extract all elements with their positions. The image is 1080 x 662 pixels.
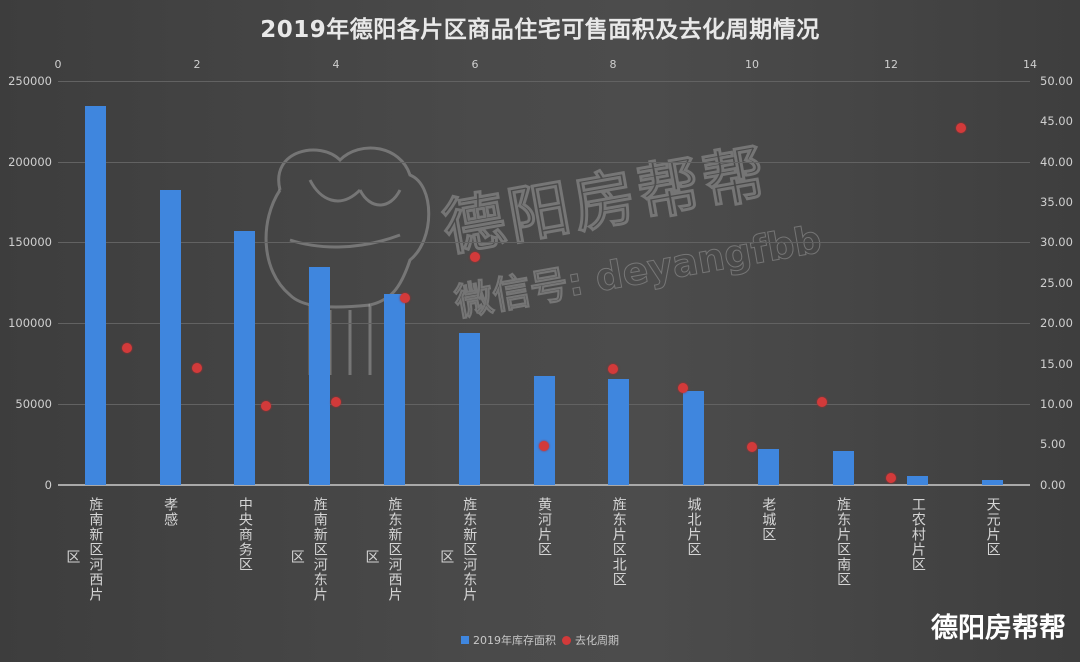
bar — [159, 190, 181, 485]
x-axis-label: 孝感 — [162, 497, 179, 527]
gridline — [58, 162, 1030, 163]
top-axis-tick: 14 — [1023, 58, 1037, 71]
gridline — [58, 81, 1030, 82]
x-axis-label: 旌东片区北区 — [610, 497, 627, 587]
x-axis-label: 旌南新区河东片 — [311, 497, 328, 602]
bar — [234, 231, 256, 485]
data-point — [261, 400, 272, 411]
right-axis-tick: 10.00 — [1040, 397, 1073, 411]
left-axis-tick: 150000 — [8, 235, 52, 249]
chart-title: 2019年德阳各片区商品住宅可售面积及去化周期情况 — [260, 17, 820, 43]
x-axis-label-wrap: 区 — [290, 550, 305, 566]
data-point — [816, 396, 827, 407]
data-point — [539, 441, 549, 452]
x-axis-label-wrap: 区 — [365, 550, 380, 566]
x-axis-label: 老城区 — [760, 497, 777, 542]
fist-watermark-icon — [264, 146, 431, 375]
bar — [84, 106, 106, 485]
data-point — [330, 396, 341, 407]
x-axis-label: 城北片区 — [685, 497, 702, 557]
data-point — [400, 293, 411, 304]
top-axis-tick: 10 — [745, 58, 759, 71]
top-axis-tick: 8 — [609, 58, 617, 71]
right-axis-tick: 35.00 — [1040, 195, 1073, 209]
x-axis-label: 中央商务区 — [236, 497, 253, 572]
legend-dot-label: 去化周期 — [575, 634, 619, 647]
bar — [383, 294, 405, 485]
bar — [608, 379, 630, 485]
legend-dot-swatch-icon — [562, 635, 571, 645]
legend-bar-swatch-icon — [461, 636, 469, 644]
watermark-wechat: 微信号: deyangfbb — [451, 217, 825, 326]
data-point — [608, 363, 619, 374]
watermark-brand: 德阳房帮帮 — [437, 135, 776, 266]
legend-bar-label: 2019年库存面积 — [473, 634, 556, 647]
data-point — [191, 362, 202, 373]
left-axis-tick: 0 — [44, 478, 52, 492]
gridline — [58, 323, 1030, 324]
data-point — [122, 342, 133, 353]
bar — [757, 449, 779, 485]
left-axis-tick: 250000 — [8, 74, 52, 88]
legend: 2019年库存面积 去化周期 — [0, 632, 1080, 648]
top-axis-tick: 0 — [54, 58, 62, 71]
left-axis-tick: 200000 — [8, 155, 52, 169]
data-point — [677, 383, 688, 394]
gridline — [58, 242, 1030, 243]
x-axis-line — [58, 484, 1030, 486]
right-axis-tick: 5.00 — [1040, 437, 1066, 451]
top-axis-tick: 4 — [332, 58, 340, 71]
x-axis-label: 旌东片区南区 — [835, 497, 852, 587]
data-point — [747, 442, 758, 453]
left-axis-tick: 50000 — [15, 397, 52, 411]
brand-label: 德阳房帮帮 — [931, 613, 1066, 644]
x-axis-label-wrap: 区 — [440, 550, 455, 566]
bar — [533, 375, 555, 485]
right-axis-tick: 15.00 — [1040, 357, 1073, 371]
data-point — [886, 472, 897, 483]
bar — [982, 480, 1004, 485]
bar — [832, 451, 854, 485]
data-point — [955, 122, 966, 133]
bar — [907, 476, 929, 485]
x-axis-label: 旌东新区河西片 — [386, 497, 403, 602]
top-axis-tick: 12 — [884, 58, 898, 71]
x-axis-label-wrap: 区 — [66, 550, 81, 566]
x-axis-label: 旌东新区河东片 — [461, 497, 478, 602]
x-axis-label: 旌南新区河西片 — [87, 497, 104, 602]
top-axis-tick: 6 — [471, 58, 479, 71]
x-axis-label: 工农村片区 — [909, 497, 926, 572]
right-axis-tick: 30.00 — [1040, 235, 1073, 249]
right-axis-tick: 40.00 — [1040, 155, 1073, 169]
right-axis-tick: 25.00 — [1040, 276, 1073, 290]
right-axis-tick: 0.00 — [1040, 478, 1066, 492]
right-axis-tick: 50.00 — [1040, 74, 1073, 88]
bar — [309, 266, 331, 485]
right-axis-tick: 20.00 — [1040, 316, 1073, 330]
right-axis-tick: 45.00 — [1040, 114, 1073, 128]
bar — [683, 391, 705, 485]
x-axis-label: 天元片区 — [984, 497, 1001, 557]
left-axis-tick: 100000 — [8, 316, 52, 330]
top-axis-tick: 2 — [193, 58, 201, 71]
data-point — [469, 252, 480, 263]
bar — [458, 333, 480, 485]
x-axis-label: 黄河片区 — [536, 497, 552, 557]
